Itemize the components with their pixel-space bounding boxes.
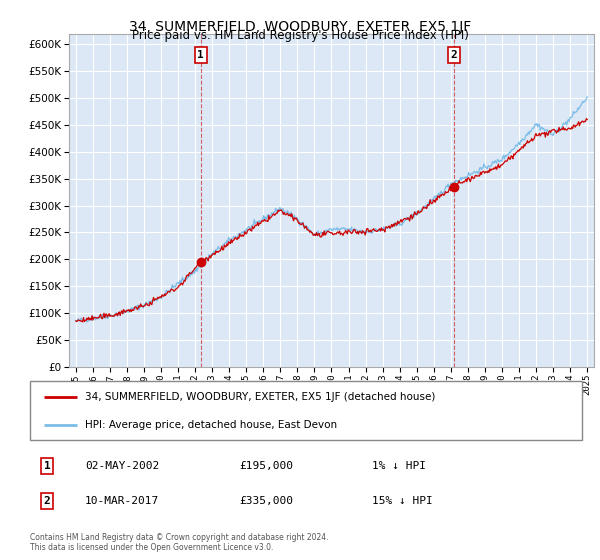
Text: 15% ↓ HPI: 15% ↓ HPI [372, 496, 433, 506]
Text: 34, SUMMERFIELD, WOODBURY, EXETER, EX5 1JF (detached house): 34, SUMMERFIELD, WOODBURY, EXETER, EX5 1… [85, 392, 436, 402]
Text: Price paid vs. HM Land Registry's House Price Index (HPI): Price paid vs. HM Land Registry's House … [131, 29, 469, 42]
Text: Contains HM Land Registry data © Crown copyright and database right 2024.: Contains HM Land Registry data © Crown c… [30, 533, 329, 542]
Text: 2: 2 [451, 50, 457, 60]
Text: HPI: Average price, detached house, East Devon: HPI: Average price, detached house, East… [85, 420, 337, 430]
Text: 1% ↓ HPI: 1% ↓ HPI [372, 461, 426, 471]
Text: £335,000: £335,000 [240, 496, 294, 506]
Text: 2: 2 [44, 496, 50, 506]
Text: 02-MAY-2002: 02-MAY-2002 [85, 461, 160, 471]
Text: £195,000: £195,000 [240, 461, 294, 471]
Text: 1: 1 [44, 461, 50, 471]
FancyBboxPatch shape [30, 381, 582, 440]
Text: 10-MAR-2017: 10-MAR-2017 [85, 496, 160, 506]
Text: This data is licensed under the Open Government Licence v3.0.: This data is licensed under the Open Gov… [30, 543, 274, 552]
Text: 1: 1 [197, 50, 204, 60]
Text: 34, SUMMERFIELD, WOODBURY, EXETER, EX5 1JF: 34, SUMMERFIELD, WOODBURY, EXETER, EX5 1… [129, 20, 471, 34]
